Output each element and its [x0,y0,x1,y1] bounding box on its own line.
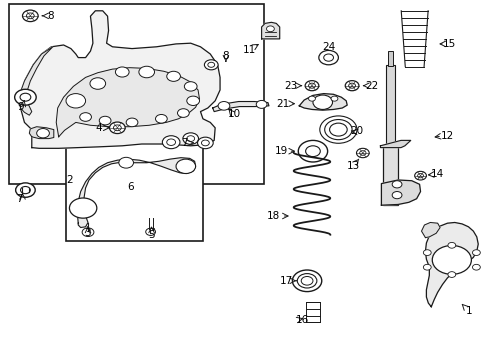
Circle shape [312,95,332,109]
Text: 10: 10 [228,109,241,120]
Bar [305,302,320,322]
Circle shape [139,66,154,78]
Circle shape [99,116,111,125]
Circle shape [308,96,315,101]
Text: 18: 18 [266,211,280,221]
Text: 7: 7 [16,194,23,204]
Text: 6: 6 [127,182,134,192]
Text: 4: 4 [95,123,102,133]
Circle shape [22,10,38,22]
Circle shape [119,157,133,168]
Text: 24: 24 [321,42,335,52]
Circle shape [69,198,97,218]
Text: 13: 13 [346,161,359,171]
Circle shape [298,140,327,162]
Circle shape [177,109,189,117]
Text: 14: 14 [430,168,444,179]
Circle shape [184,82,197,91]
Text: 3: 3 [83,228,90,238]
Polygon shape [380,140,410,148]
Text: 8: 8 [47,11,54,21]
Polygon shape [77,158,195,228]
Circle shape [471,264,479,270]
Text: 9: 9 [17,102,24,112]
Text: 1: 1 [465,306,472,316]
Polygon shape [381,180,420,205]
Bar [386,65,394,148]
Circle shape [186,96,199,105]
Text: 21: 21 [275,99,289,109]
Text: 5: 5 [148,230,155,240]
Circle shape [345,81,358,91]
Text: 15: 15 [442,39,456,49]
Text: 12: 12 [440,131,453,141]
Text: 19: 19 [274,146,287,156]
Circle shape [126,118,138,127]
Circle shape [423,264,430,270]
Circle shape [15,89,36,105]
Polygon shape [299,94,346,110]
Circle shape [176,159,195,174]
Bar [66,122,203,241]
Circle shape [204,60,218,70]
Polygon shape [261,22,279,39]
Bar [9,4,264,184]
Circle shape [391,192,401,199]
Polygon shape [20,11,220,148]
Circle shape [218,102,229,110]
Circle shape [80,113,91,121]
Text: 22: 22 [364,81,378,91]
Circle shape [330,96,337,101]
Text: 17: 17 [279,276,292,286]
Circle shape [183,133,198,144]
Text: 2: 2 [66,175,73,185]
Circle shape [37,129,49,138]
Circle shape [66,94,85,108]
Polygon shape [29,127,54,139]
Text: 16: 16 [295,315,308,325]
Circle shape [391,181,401,188]
Circle shape [109,122,125,134]
Bar [387,51,392,66]
Circle shape [145,228,155,235]
Circle shape [431,246,470,274]
Circle shape [305,81,318,91]
Text: 7: 7 [181,138,188,148]
Circle shape [115,67,129,77]
Circle shape [197,137,213,149]
Circle shape [90,78,105,89]
Circle shape [16,183,35,197]
Text: 11: 11 [242,45,256,55]
Polygon shape [421,222,439,238]
Circle shape [414,171,426,180]
Polygon shape [20,47,53,115]
Circle shape [423,250,430,256]
Circle shape [447,242,455,248]
Text: 8: 8 [222,51,229,61]
Circle shape [266,26,274,32]
Polygon shape [56,68,199,137]
Circle shape [471,250,479,256]
Polygon shape [425,222,477,307]
Circle shape [166,71,180,81]
Text: 20: 20 [350,126,363,136]
Circle shape [82,228,94,237]
Circle shape [155,114,167,123]
Bar [383,146,397,205]
Circle shape [256,100,266,108]
Bar [147,228,154,230]
Circle shape [162,136,180,149]
Circle shape [356,148,368,158]
Circle shape [447,272,455,278]
Polygon shape [212,102,268,112]
Text: 23: 23 [284,81,297,91]
Circle shape [318,50,338,65]
